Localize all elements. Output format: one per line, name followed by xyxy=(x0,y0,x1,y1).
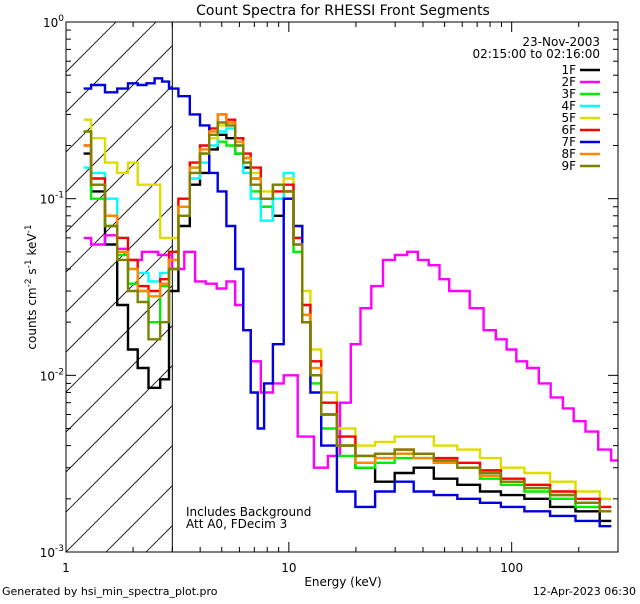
hatch-stroke xyxy=(66,365,173,473)
legend-label-9F: 9F xyxy=(561,159,576,173)
hatch-stroke xyxy=(66,245,173,353)
legend-label-2F: 2F xyxy=(561,75,576,89)
legend-label-7F: 7F xyxy=(561,135,576,149)
time-range-label: 02:15:00 to 02:16:00 xyxy=(473,47,600,61)
hatch-stroke xyxy=(66,285,173,393)
series-line-7F xyxy=(83,77,612,528)
date-label: 23-Nov-2003 xyxy=(522,35,600,49)
y-tick-label: 10-2 xyxy=(40,367,64,383)
hatch-stroke xyxy=(66,85,173,193)
x-tick-label: 10 xyxy=(281,561,296,575)
hatch-stroke xyxy=(66,45,173,153)
y-tick-label: 10-1 xyxy=(40,191,64,207)
series-lines xyxy=(83,77,618,528)
legend-label-5F: 5F xyxy=(561,111,576,125)
legend-label-3F: 3F xyxy=(561,87,576,101)
footer-generator: Generated by hsi_min_spectra_plot.pro xyxy=(2,585,218,598)
series-line-9F xyxy=(83,121,612,513)
annotation-attenuator: Att A0, FDecim 3 xyxy=(186,517,287,531)
hatch-stroke xyxy=(66,22,157,113)
annotation-background: Includes Background xyxy=(186,505,311,519)
x-tick-label: 1 xyxy=(62,561,70,575)
y-tick-label: 10-3 xyxy=(40,544,64,560)
axes: 1 10 100 10-3 10-2 10-1 100 xyxy=(40,14,618,575)
series-line-2F xyxy=(83,234,618,469)
footer-timestamp: 12-Apr-2023 06:30 xyxy=(533,585,636,598)
legend-label-6F: 6F xyxy=(561,123,576,137)
chart-title: Count Spectra for RHESSI Front Segments xyxy=(196,3,490,19)
y-tick-label: 100 xyxy=(43,14,64,30)
hatch-stroke xyxy=(66,405,173,513)
hatch-stroke xyxy=(66,205,173,313)
legend-label-1F: 1F xyxy=(561,63,576,77)
hatched-region xyxy=(66,22,173,552)
hatch-stroke xyxy=(66,445,173,552)
plot-frame xyxy=(65,21,619,553)
y-axis-label: counts cm-2 s-1 keV-1 xyxy=(24,224,39,349)
x-tick-label: 100 xyxy=(500,561,523,575)
legend-label-4F: 4F xyxy=(561,99,576,113)
x-axis-label: Energy (keV) xyxy=(304,575,381,589)
legend-label-8F: 8F xyxy=(561,147,576,161)
